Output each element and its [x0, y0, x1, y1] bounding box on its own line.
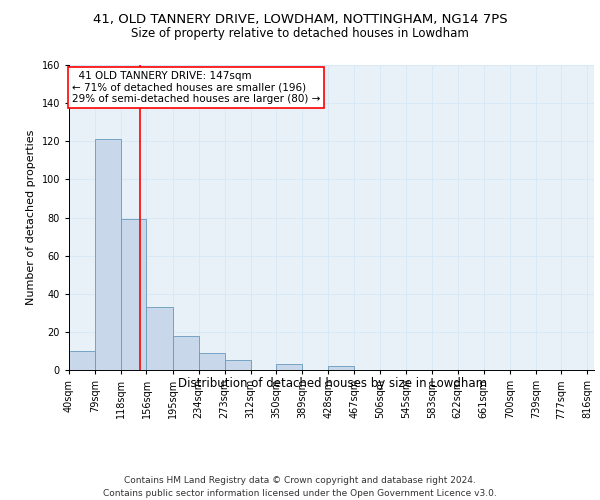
Text: Size of property relative to detached houses in Lowdham: Size of property relative to detached ho… — [131, 28, 469, 40]
Text: Distribution of detached houses by size in Lowdham: Distribution of detached houses by size … — [178, 378, 488, 390]
Text: Contains HM Land Registry data © Crown copyright and database right 2024.
Contai: Contains HM Land Registry data © Crown c… — [103, 476, 497, 498]
Bar — [95, 140, 121, 370]
Bar — [224, 360, 251, 370]
Text: 41 OLD TANNERY DRIVE: 147sqm
← 71% of detached houses are smaller (196)
29% of s: 41 OLD TANNERY DRIVE: 147sqm ← 71% of de… — [71, 70, 320, 104]
Bar — [173, 336, 199, 370]
Text: 41, OLD TANNERY DRIVE, LOWDHAM, NOTTINGHAM, NG14 7PS: 41, OLD TANNERY DRIVE, LOWDHAM, NOTTINGH… — [92, 12, 508, 26]
Bar — [328, 366, 354, 370]
Bar — [276, 364, 302, 370]
Bar — [146, 307, 173, 370]
Y-axis label: Number of detached properties: Number of detached properties — [26, 130, 36, 305]
Bar — [121, 220, 146, 370]
Bar — [199, 353, 224, 370]
Bar — [69, 351, 95, 370]
